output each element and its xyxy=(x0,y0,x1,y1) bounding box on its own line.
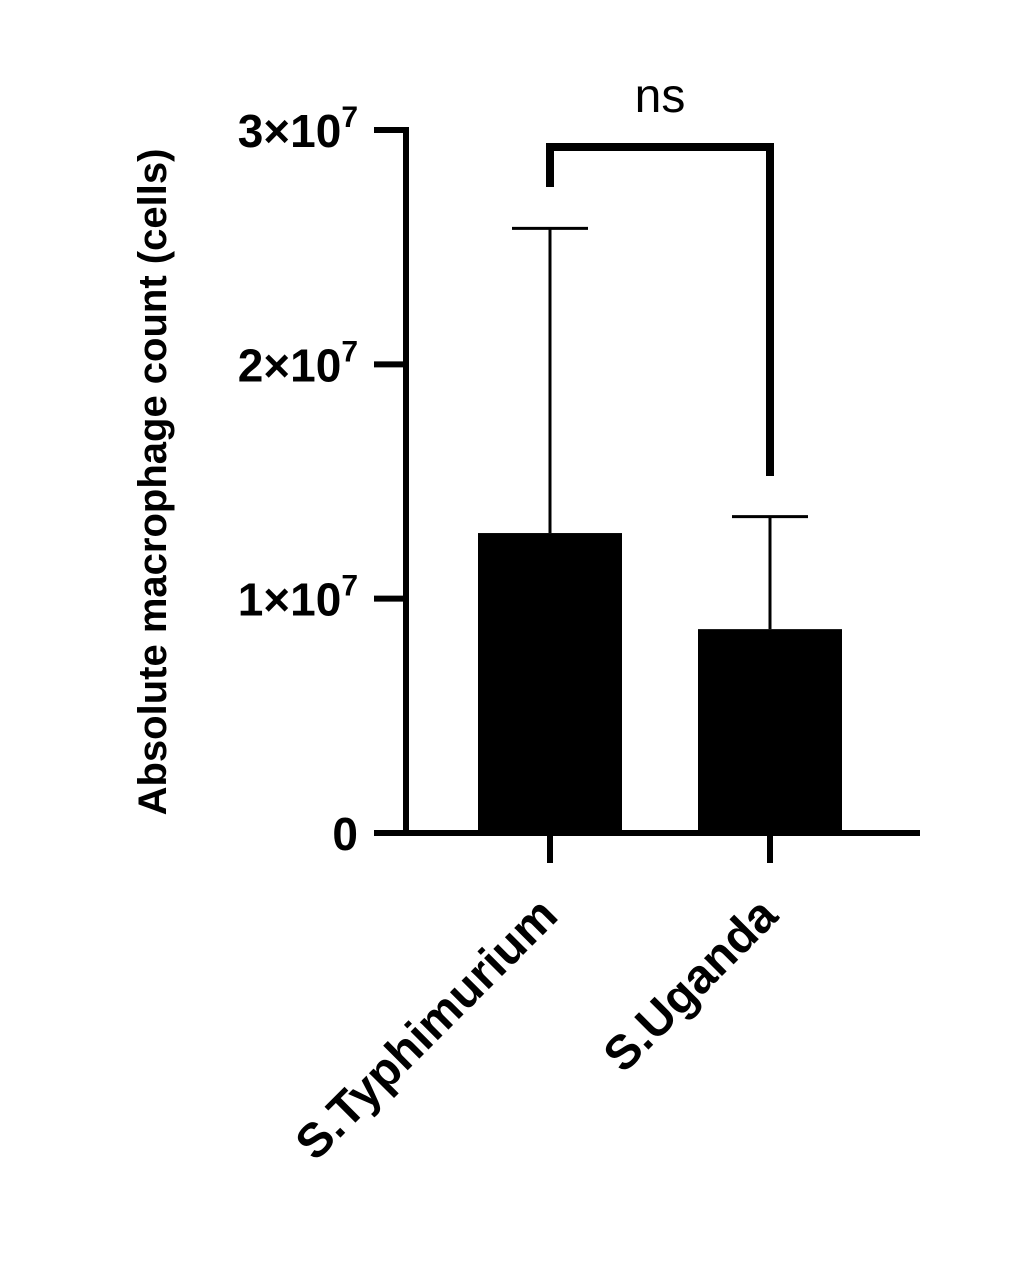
y-tick-label-2: 2×107 xyxy=(238,335,358,391)
y-tick-exponent-1: 7 xyxy=(341,570,358,603)
significance-label: ns xyxy=(635,70,686,123)
x-category-label-0: S.Typhimurium xyxy=(286,888,568,1170)
y-tick-exponent-3: 7 xyxy=(341,101,358,134)
y-tick-label-0: 0 xyxy=(332,808,358,860)
y-axis-title: Absolute macrophage count (cells) xyxy=(131,149,175,816)
significance-bracket xyxy=(546,143,774,476)
y-tick-label-3: 3×107 xyxy=(238,101,358,157)
bar-1 xyxy=(698,629,842,833)
x-category-label-1: S.Uganda xyxy=(594,888,788,1082)
y-tick-label-1: 1×107 xyxy=(238,570,358,626)
bar-0 xyxy=(478,533,622,833)
y-tick-exponent-2: 7 xyxy=(341,335,358,368)
